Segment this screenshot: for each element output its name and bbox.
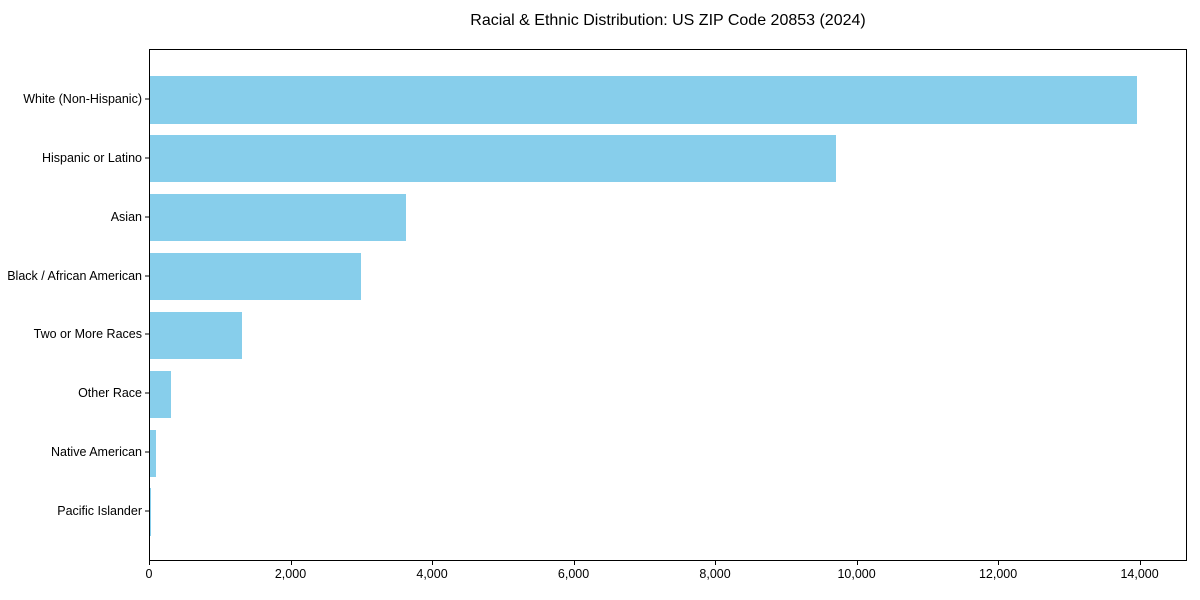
y-tick-label-hispanic-or-latino: Hispanic or Latino (41, 150, 142, 165)
y-tick-label-white-non-hispanic: White (Non-Hispanic) (23, 92, 142, 107)
y-tick-mark (145, 392, 149, 394)
x-tick-mark (1139, 561, 1141, 565)
x-tick-mark (290, 561, 292, 565)
bar-other-race (150, 370, 172, 418)
y-tick-mark (145, 333, 149, 335)
y-tick-mark (145, 510, 149, 512)
x-tick-label-12-000: 12,000 (978, 567, 1018, 581)
y-tick-mark (145, 216, 149, 218)
x-tick-label-2-000: 2,000 (274, 567, 307, 581)
x-tick-mark (149, 561, 150, 565)
bar-pacific-islander (150, 488, 151, 536)
x-tick-label-6-000: 6,000 (557, 567, 590, 581)
x-tick-mark (573, 561, 575, 565)
y-tick-mark (145, 451, 149, 453)
y-tick-label-asian: Asian (110, 209, 142, 224)
bar-two-or-more-races (150, 311, 242, 359)
chart-title: Racial & Ethnic Distribution: US ZIP Cod… (470, 12, 866, 29)
y-tick-mark (145, 157, 149, 159)
x-tick-mark (715, 561, 717, 565)
y-tick-label-pacific-islander: Pacific Islander (57, 503, 142, 518)
bar-black-african-american (150, 253, 361, 301)
x-tick-mark (998, 561, 1000, 565)
bar-hispanic-or-latino (150, 135, 836, 183)
x-tick-label-4-000: 4,000 (416, 567, 448, 581)
x-tick-mark (432, 561, 434, 565)
x-tick-label-0: 0 (145, 567, 153, 581)
x-tick-mark (856, 561, 858, 565)
y-tick-label-native-american: Native American (50, 445, 142, 460)
bar-asian (150, 194, 407, 242)
bar-white-non-hispanic (150, 76, 1138, 124)
x-tick-label-14-000: 14,000 (1120, 567, 1159, 581)
y-tick-mark (145, 275, 149, 277)
y-tick-label-black-african-american: Black / African American (7, 268, 142, 283)
y-tick-mark (145, 98, 149, 100)
y-tick-label-other-race: Other Race (78, 386, 142, 401)
bar-native-american (150, 429, 156, 477)
y-tick-label-two-or-more-races: Two or More Races (33, 327, 142, 342)
x-tick-label-10-000: 10,000 (837, 567, 876, 581)
x-tick-label-8-000: 8,000 (699, 567, 731, 581)
plot-area (149, 49, 1187, 561)
